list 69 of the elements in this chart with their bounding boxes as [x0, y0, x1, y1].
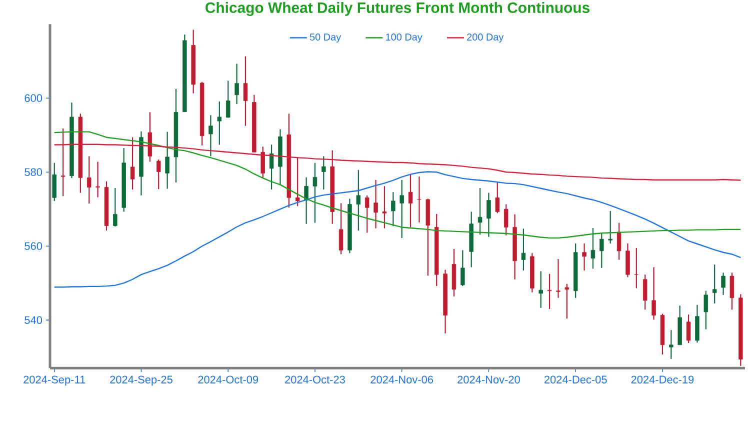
- x-tick-label: 2024-Dec-05: [544, 376, 607, 384]
- chart-title: Chicago Wheat Daily Futures Front Month Continuous: [206, 2, 590, 16]
- candlestick: [269, 144, 274, 190]
- candlestick: [60, 128, 66, 197]
- candlestick: [460, 250, 465, 287]
- x-tick-label: 2024-Nov-20: [458, 376, 520, 384]
- x-tick-label: 2024-Oct-09: [198, 376, 258, 384]
- candlestick: [148, 112, 152, 162]
- candlestick: [243, 56, 248, 126]
- candlestick: [130, 136, 135, 190]
- candlestick: [86, 156, 92, 204]
- y-tick-label: 560: [24, 242, 42, 250]
- legend-label: 200 Day: [467, 33, 504, 42]
- legend-label: 50 Day: [310, 33, 342, 42]
- y-tick-label: 600: [24, 94, 42, 102]
- x-tick-label: 2024-Sep-25: [110, 376, 172, 386]
- candlestick: [234, 63, 239, 105]
- candlestick: [96, 161, 100, 198]
- x-tick-label: 2024-Dec-19: [631, 376, 694, 384]
- candlestick: [113, 187, 118, 227]
- candlestick: [478, 187, 482, 236]
- candlestick: [686, 314, 691, 344]
- candlestick: [382, 186, 387, 229]
- candlestick: [608, 210, 612, 244]
- candlestick: [312, 162, 318, 224]
- candlestick: [400, 179, 404, 238]
- x-tick-label: 2024-Oct-23: [285, 376, 345, 384]
- candlestick: [556, 258, 560, 298]
- candlestick: [338, 202, 344, 255]
- x-tick-label: 2024-Sep-11: [24, 376, 86, 386]
- candlestick: [547, 273, 552, 310]
- x-tick-label: 2024-Nov-06: [370, 376, 434, 384]
- candlestick: [590, 227, 596, 270]
- candlestick: [712, 264, 717, 304]
- candlestick: [642, 274, 648, 310]
- candlestick: [730, 272, 734, 310]
- candlestick: [322, 156, 326, 190]
- candlestick: [616, 222, 622, 260]
- candlestick: [208, 114, 213, 157]
- candlestick: [721, 272, 726, 296]
- candlestick: [52, 162, 56, 202]
- candlestick: [260, 146, 265, 179]
- candlestick: [521, 228, 526, 271]
- candlestick: [626, 242, 630, 278]
- candlestick: [652, 266, 656, 320]
- candlestick: [564, 283, 570, 320]
- y-tick-label: 540: [24, 316, 42, 324]
- candlestick: [417, 176, 422, 223]
- candlestick: [364, 194, 370, 234]
- candlestick: [538, 270, 543, 308]
- candlestick: [391, 191, 396, 227]
- candlestick: [356, 169, 361, 232]
- candlestick: [226, 80, 230, 118]
- y-tick-label: 580: [24, 168, 42, 176]
- candlestick: [374, 179, 378, 229]
- candlestick: [295, 156, 300, 207]
- candlestick: [669, 329, 674, 360]
- candlestick: [582, 242, 586, 271]
- candlestick: [217, 100, 222, 146]
- candlestick: [495, 182, 500, 214]
- candlestick: [408, 174, 413, 228]
- candlestick: [156, 158, 161, 190]
- legend-label: 100 Day: [386, 33, 422, 42]
- candlestick: [304, 176, 308, 224]
- candlestick: [504, 204, 508, 236]
- candlestick: [165, 131, 170, 190]
- candlestick: [600, 232, 604, 268]
- candlestick: [704, 290, 708, 330]
- candlestick: [486, 192, 491, 238]
